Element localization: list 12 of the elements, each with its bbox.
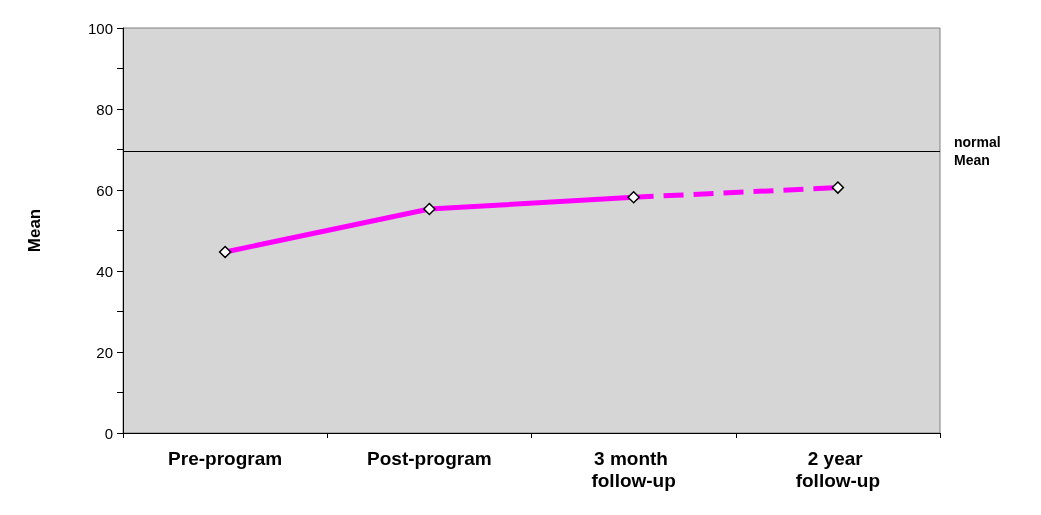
y-tick-label: 80 — [96, 100, 113, 118]
y-tick-label: 60 — [96, 181, 113, 199]
y-tick-label: 0 — [104, 424, 113, 442]
x-tick-label: Pre-program — [168, 447, 283, 469]
y-tick-label: 100 — [87, 19, 113, 37]
y-tick-label: 40 — [96, 262, 113, 280]
x-tick-label: 2 year follow-up — [795, 447, 881, 491]
x-tick-label: Post-program — [367, 447, 492, 469]
ref-line-label: normal Mean — [954, 134, 1005, 169]
y-axis-title: Mean — [25, 208, 44, 253]
x-tick-label: 3 month follow-up — [591, 447, 676, 491]
y-tick-label: 20 — [96, 343, 113, 361]
